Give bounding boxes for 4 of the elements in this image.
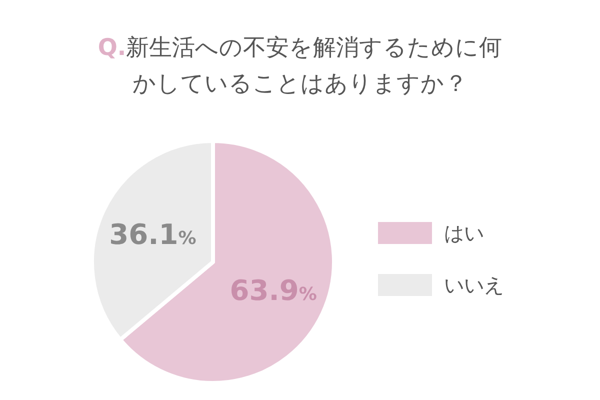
data-label: 36.1%: [109, 218, 196, 251]
legend-label: はい: [444, 221, 484, 245]
legend-label: いいえ: [444, 273, 504, 297]
chart-title: Q.新生活への不安を解消するために何かしていることはありますか？: [96, 34, 504, 99]
